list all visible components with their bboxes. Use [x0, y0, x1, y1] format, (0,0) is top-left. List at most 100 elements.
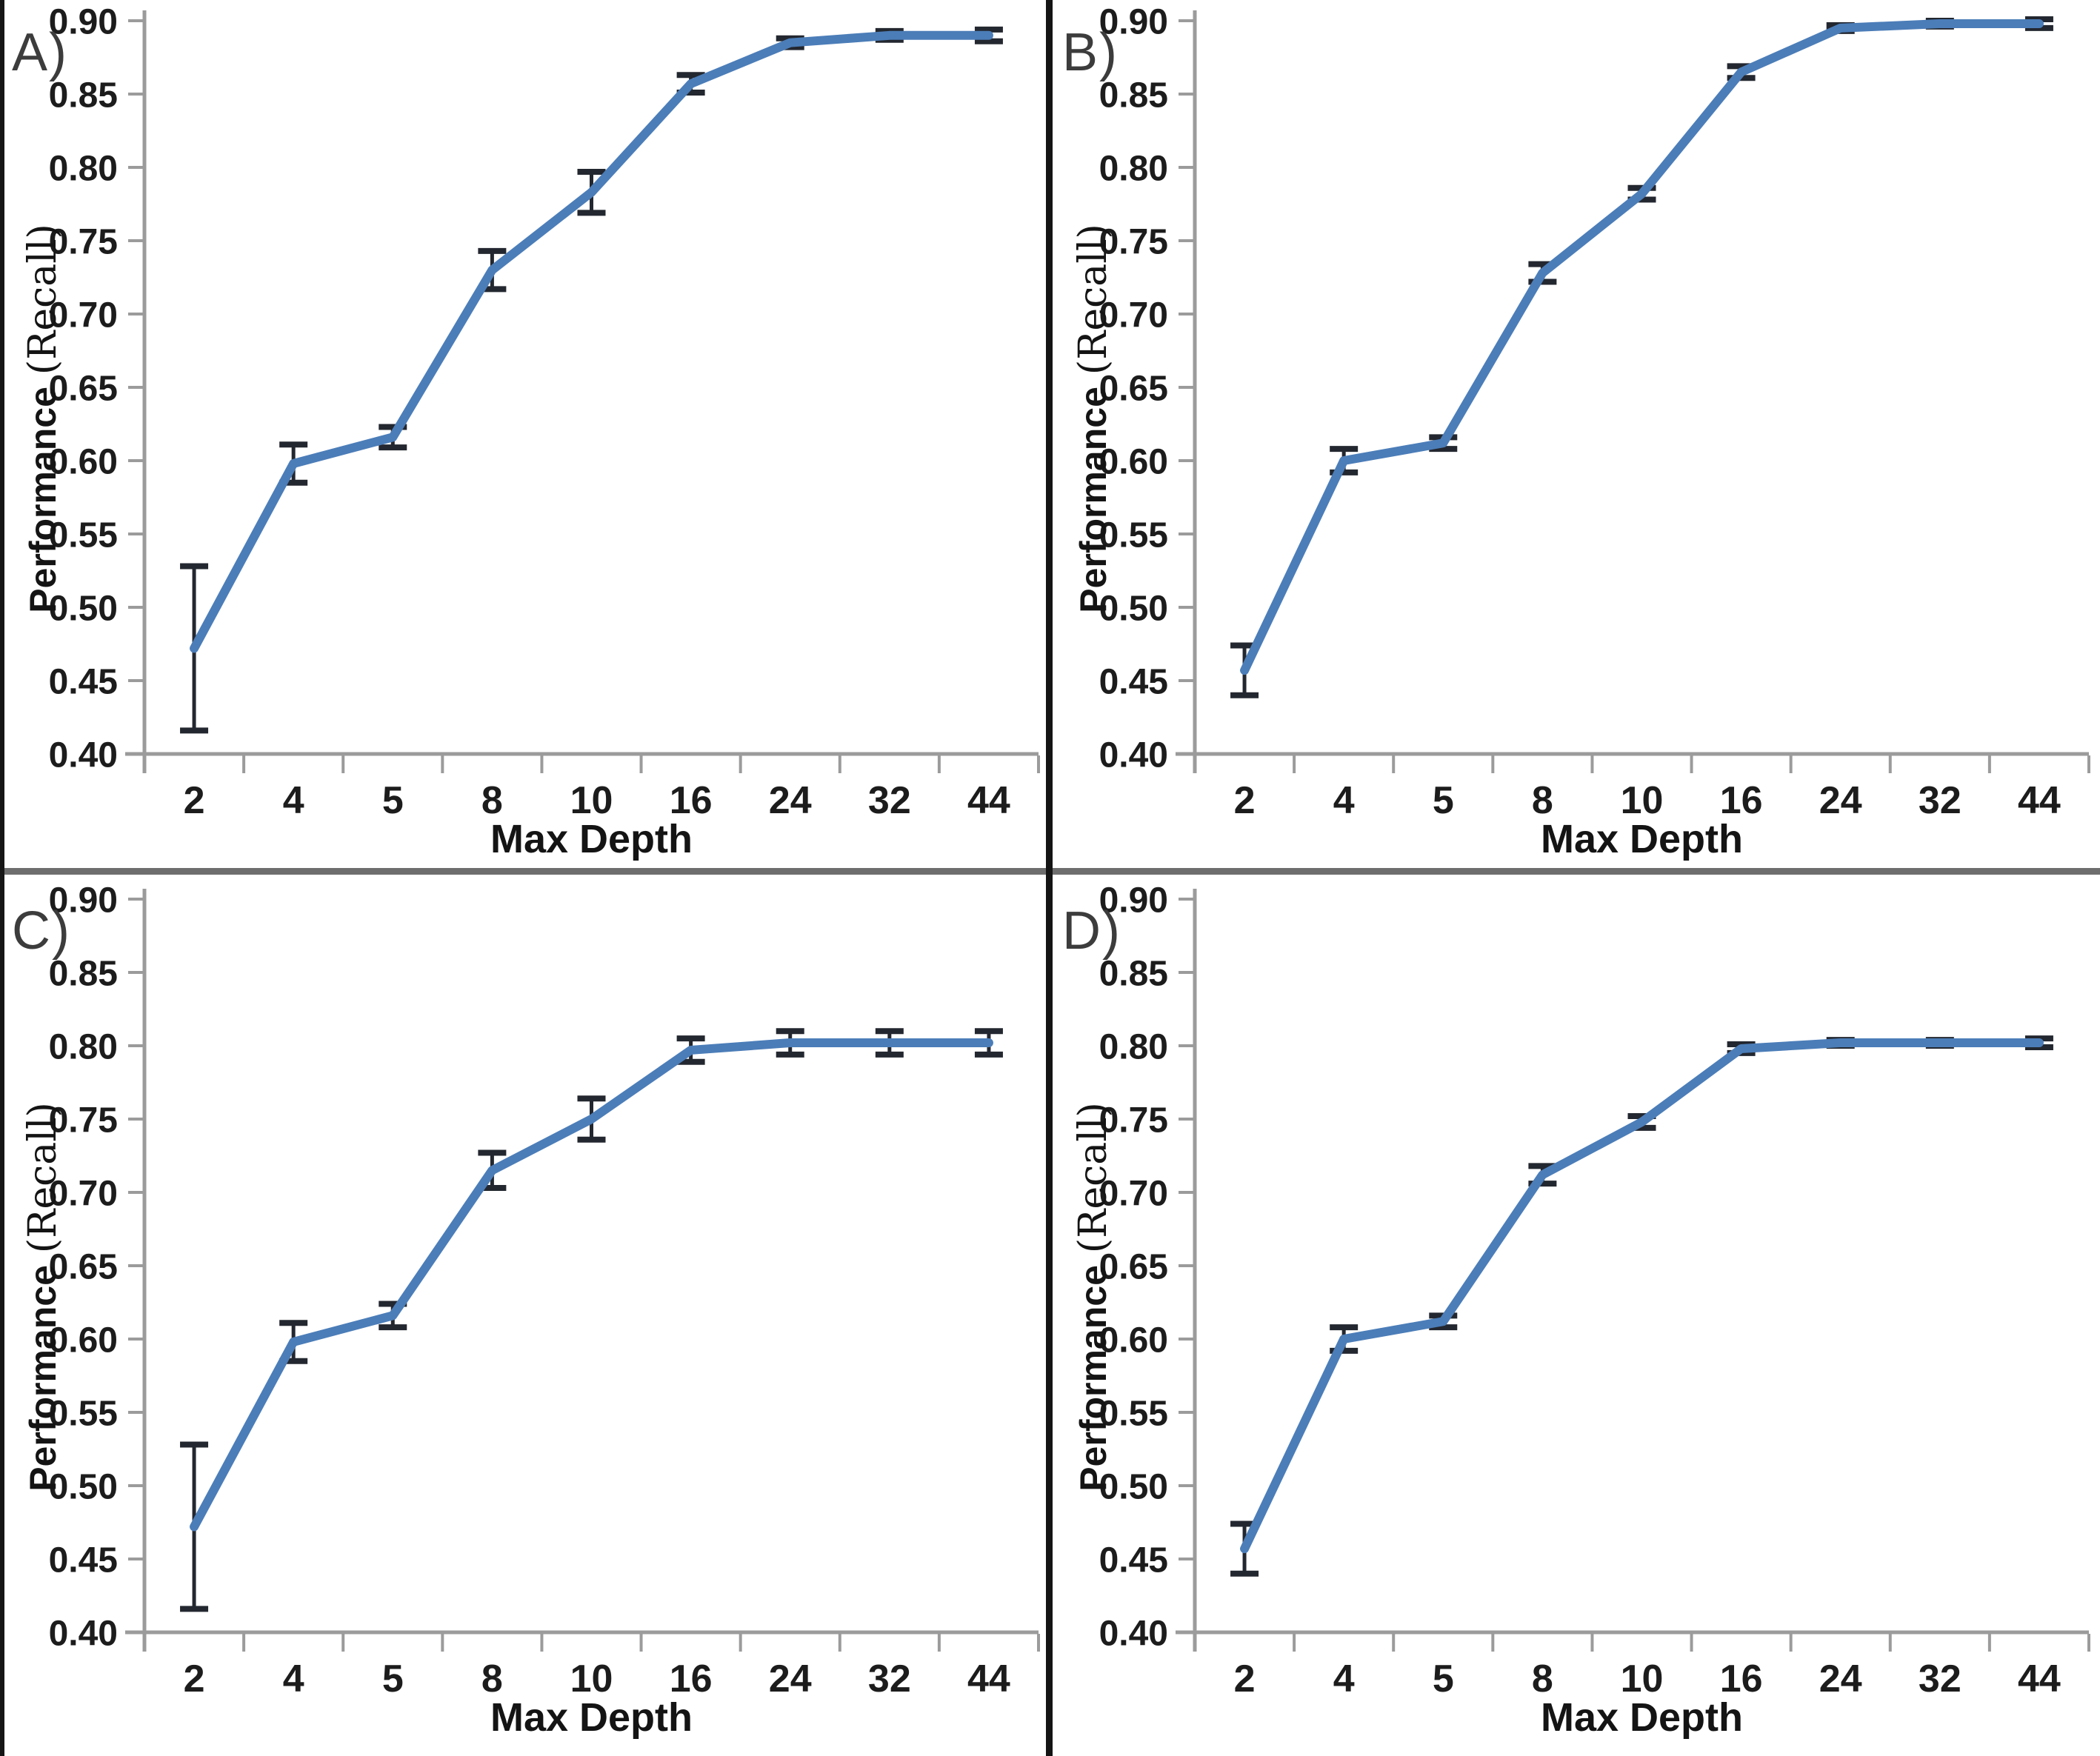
svg-text:0.45: 0.45: [1099, 662, 1168, 701]
svg-text:2: 2: [184, 1657, 205, 1700]
line-chart-a: 0.40 0.45 0.50 0.55 0.60 0.65 0.70 0.75 0.80 0.85…: [49, 2, 1040, 822]
svg-text:0.55: 0.55: [1099, 515, 1168, 555]
svg-text:16: 16: [670, 1657, 713, 1700]
svg-text:0.65: 0.65: [49, 1247, 118, 1286]
x-axis-title-b: Max Depth: [1540, 817, 1744, 861]
y-axis-title-c: Performance (Recall): [13, 904, 73, 1689]
svg-text:0.85: 0.85: [49, 954, 118, 993]
panel-label-c: C): [12, 901, 71, 961]
svg-text:10: 10: [1621, 779, 1664, 822]
svg-text:0.90: 0.90: [1099, 881, 1168, 920]
svg-text:0.80: 0.80: [1099, 149, 1168, 188]
svg-text:44: 44: [967, 779, 1010, 822]
svg-text:0.40: 0.40: [49, 735, 118, 775]
svg-text:0.80: 0.80: [49, 149, 118, 188]
svg-text:0.55: 0.55: [49, 1394, 118, 1433]
svg-text:16: 16: [1720, 1657, 1763, 1700]
line-chart-c: 0.40 0.45 0.50 0.55 0.60 0.65 0.70 0.75 0.80 0.85…: [49, 881, 1040, 1700]
panel-label-b: B): [1062, 23, 1119, 82]
svg-text:8: 8: [481, 779, 503, 822]
svg-text:0.80: 0.80: [1099, 1027, 1168, 1066]
svg-text:24: 24: [1819, 1657, 1862, 1700]
svg-text:24: 24: [1819, 779, 1862, 822]
svg-text:44: 44: [967, 1657, 1010, 1700]
panel-b: 0.40 0.45 0.50 0.55 0.60 0.65 0.70 0.75 0.80 0.85…: [1050, 0, 2100, 878]
svg-text:0.60: 0.60: [1099, 442, 1168, 481]
y-axis-title-units: (Recall): [1071, 224, 1116, 375]
svg-text:0.75: 0.75: [1099, 1101, 1168, 1140]
svg-text:0.55: 0.55: [49, 515, 118, 555]
y-axis-title-d: Performance (Recall): [1064, 904, 1123, 1689]
svg-text:16: 16: [1720, 779, 1763, 822]
panel-label-a: A): [12, 23, 68, 82]
svg-text:0.60: 0.60: [49, 442, 118, 481]
svg-text:0.60: 0.60: [1099, 1321, 1168, 1360]
panel-label-d: D): [1062, 901, 1121, 961]
svg-text:0.40: 0.40: [1099, 1614, 1168, 1653]
svg-text:0.85: 0.85: [1099, 954, 1168, 993]
svg-text:0.45: 0.45: [49, 662, 118, 701]
svg-text:0.85: 0.85: [49, 76, 118, 115]
x-axis-title-c: Max Depth: [490, 1695, 693, 1740]
svg-text:0.50: 0.50: [1099, 1467, 1168, 1506]
svg-text:0.90: 0.90: [49, 881, 118, 920]
svg-text:0.75: 0.75: [49, 222, 118, 261]
line-chart-d: 0.40 0.45 0.50 0.55 0.60 0.65 0.70 0.75 0.80 0.85…: [1099, 881, 2090, 1700]
svg-text:44: 44: [2018, 1657, 2061, 1700]
y-axis-title-units: (Recall): [21, 1102, 65, 1254]
y-axis-title-units: (Recall): [1071, 1102, 1116, 1254]
panel-a: 0.40 0.45 0.50 0.55 0.60 0.65 0.70 0.75 0.80 0.85…: [0, 0, 1050, 878]
svg-text:0.65: 0.65: [49, 369, 118, 408]
svg-text:5: 5: [1433, 1657, 1454, 1700]
line-chart-b: 0.40 0.45 0.50 0.55 0.60 0.65 0.70 0.75 0.80 0.85…: [1099, 2, 2090, 822]
svg-text:32: 32: [1919, 779, 1961, 822]
svg-text:0.70: 0.70: [1099, 296, 1168, 335]
svg-text:0.50: 0.50: [49, 589, 118, 628]
y-axis-title-a: Performance (Recall): [13, 26, 73, 811]
y-axis-title-text: Performance: [1073, 1265, 1114, 1492]
svg-text:0.70: 0.70: [1099, 1174, 1168, 1213]
svg-text:0.90: 0.90: [49, 2, 118, 41]
y-axis-title-text: Performance: [1073, 387, 1114, 613]
y-axis-title-b: Performance (Recall): [1064, 26, 1123, 811]
svg-text:8: 8: [1532, 1657, 1553, 1700]
svg-text:44: 44: [2018, 779, 2061, 822]
svg-text:4: 4: [283, 779, 304, 822]
svg-text:10: 10: [570, 779, 613, 822]
svg-text:0.75: 0.75: [1099, 222, 1168, 261]
svg-text:0.85: 0.85: [1099, 76, 1168, 115]
svg-text:0.45: 0.45: [49, 1540, 118, 1580]
svg-text:0.45: 0.45: [1099, 1540, 1168, 1580]
svg-text:32: 32: [868, 779, 911, 822]
svg-text:0.65: 0.65: [1099, 1247, 1168, 1286]
svg-text:0.40: 0.40: [49, 1614, 118, 1653]
svg-text:32: 32: [868, 1657, 911, 1700]
column-divider-line: [1046, 0, 1053, 1756]
svg-text:4: 4: [1333, 779, 1355, 822]
x-axis-title-a: Max Depth: [490, 817, 693, 861]
svg-text:0.60: 0.60: [49, 1321, 118, 1360]
svg-text:0.40: 0.40: [1099, 735, 1168, 775]
svg-text:2: 2: [1234, 1657, 1256, 1700]
y-axis-title-units: (Recall): [21, 224, 65, 375]
svg-text:24: 24: [769, 1657, 812, 1700]
svg-text:0.70: 0.70: [49, 1174, 118, 1213]
svg-text:24: 24: [769, 779, 812, 822]
svg-text:0.80: 0.80: [49, 1027, 118, 1066]
svg-text:4: 4: [283, 1657, 304, 1700]
left-border-line: [0, 0, 4, 1756]
panel-c: 0.40 0.45 0.50 0.55 0.60 0.65 0.70 0.75 0.80 0.85…: [0, 878, 1050, 1756]
svg-text:10: 10: [1621, 1657, 1664, 1700]
svg-text:0.65: 0.65: [1099, 369, 1168, 408]
svg-text:2: 2: [184, 779, 205, 822]
svg-text:0.50: 0.50: [49, 1467, 118, 1506]
svg-text:5: 5: [382, 779, 404, 822]
svg-text:5: 5: [382, 1657, 404, 1700]
svg-text:4: 4: [1333, 1657, 1355, 1700]
y-axis-title-text: Performance: [22, 387, 64, 613]
svg-text:8: 8: [1532, 779, 1553, 822]
svg-text:5: 5: [1433, 779, 1454, 822]
panel-d: 0.40 0.45 0.50 0.55 0.60 0.65 0.70 0.75 0.80 0.85…: [1050, 878, 2100, 1756]
svg-text:2: 2: [1234, 779, 1256, 822]
